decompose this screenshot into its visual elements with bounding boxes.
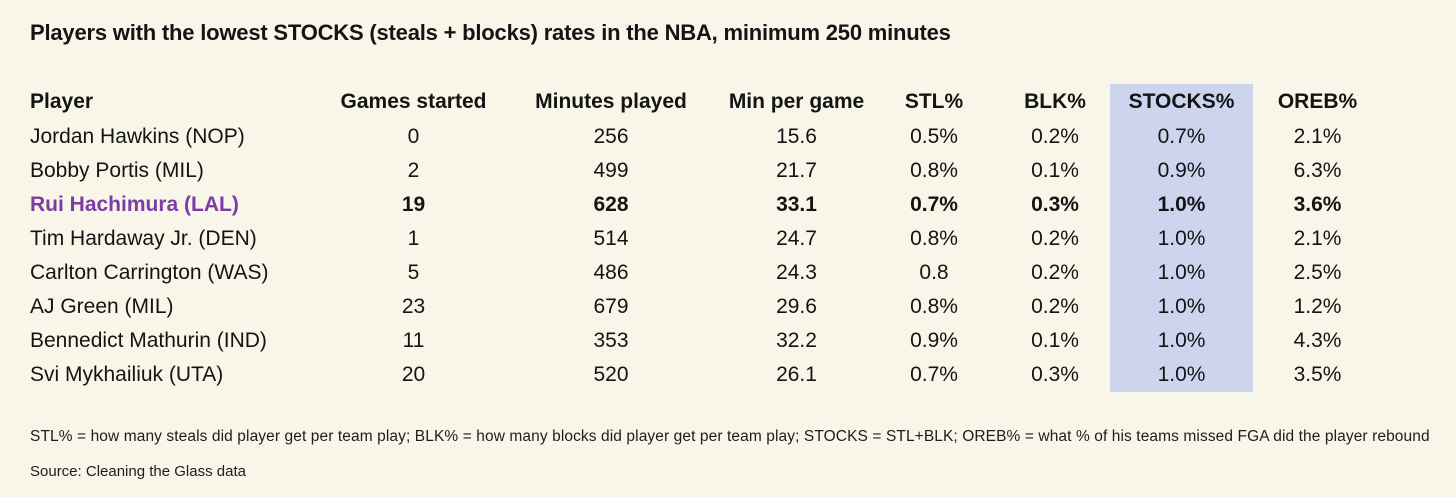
stocks-pct-value: 0.9% (1110, 154, 1253, 188)
blk-pct-value: 0.2% (1031, 227, 1079, 250)
min-per-game-value: 24.7 (776, 227, 817, 250)
col-header-stocks-pct: STOCKS% (1110, 84, 1253, 120)
oreb-pct-value: 1.2% (1293, 295, 1342, 318)
min-per-game-value: 29.6 (776, 295, 817, 318)
oreb-pct-value: 4.3% (1293, 329, 1342, 352)
stl-pct-value: 0.9% (910, 329, 958, 352)
chart-title: Players with the lowest STOCKS (steals +… (30, 20, 951, 45)
blk-pct-value: 0.3% (1031, 193, 1079, 216)
col-header-min-per-game: Min per game (728, 90, 865, 113)
minutes-played-value: 353 (593, 329, 629, 352)
blk-pct-value: 0.3% (1031, 363, 1079, 386)
col-header-oreb-pct: OREB% (1277, 90, 1358, 113)
table-row: Carlton Carrington (WAS) 5 486 24.3 0.8 … (0, 256, 1382, 290)
minutes-played-value: 486 (593, 261, 629, 284)
min-per-game-value: 21.7 (776, 159, 817, 182)
col-header-minutes-played: Minutes played (535, 90, 687, 113)
games-started-value: 20 (401, 363, 426, 386)
col-header-blk-pct: BLK% (1024, 90, 1086, 113)
stl-pct-value: 0.8% (910, 159, 958, 182)
oreb-pct-value: 2.1% (1293, 125, 1342, 148)
player-name: Rui Hachimura (LAL) (30, 193, 239, 216)
blk-pct-value: 0.2% (1031, 125, 1079, 148)
games-started-value: 11 (402, 329, 425, 352)
minutes-played-value: 679 (593, 295, 629, 318)
stocks-pct-value: 1.0% (1110, 290, 1253, 324)
oreb-pct-value: 6.3% (1293, 159, 1342, 182)
stocks-pct-value: 1.0% (1110, 188, 1253, 222)
blk-pct-value: 0.2% (1031, 261, 1079, 284)
games-started-value: 2 (407, 159, 420, 182)
stl-pct-value: 0.7% (910, 193, 958, 216)
min-per-game-value: 32.2 (776, 329, 817, 352)
source-note: Source: Cleaning the Glass data (30, 463, 246, 480)
blk-pct-value: 0.2% (1031, 295, 1079, 318)
min-per-game-value: 15.6 (776, 125, 817, 148)
table-row: Bennedict Mathurin (IND) 11 353 32.2 0.9… (0, 324, 1382, 358)
games-started-value: 1 (407, 227, 420, 250)
stl-pct-value: 0.5% (910, 125, 958, 148)
stats-table: Player Games started Minutes played Min … (0, 84, 1382, 392)
minutes-played-value: 514 (593, 227, 629, 250)
oreb-pct-value: 3.6% (1293, 193, 1342, 216)
stocks-pct-value: 1.0% (1110, 256, 1253, 290)
table-row: Jordan Hawkins (NOP) 0 256 15.6 0.5% 0.2… (0, 120, 1382, 154)
footnote-definitions: STL% = how many steals did player get pe… (30, 428, 1430, 445)
minutes-played-value: 520 (593, 363, 629, 386)
oreb-pct-value: 2.5% (1293, 261, 1342, 284)
table-header-row: Player Games started Minutes played Min … (0, 84, 1382, 120)
minutes-played-value: 256 (593, 125, 629, 148)
player-name: Bennedict Mathurin (IND) (30, 329, 267, 352)
stocks-pct-value: 1.0% (1110, 324, 1253, 358)
games-started-value: 0 (407, 125, 420, 148)
player-name: Bobby Portis (MIL) (30, 159, 204, 182)
blk-pct-value: 0.1% (1031, 329, 1079, 352)
col-header-stl-pct: STL% (904, 90, 964, 113)
stl-pct-value: 0.8% (910, 295, 958, 318)
stl-pct-value: 0.8% (910, 227, 958, 250)
stl-pct-value: 0.7% (910, 363, 958, 386)
col-header-player: Player (30, 90, 94, 113)
oreb-pct-value: 2.1% (1293, 227, 1342, 250)
minutes-played-value: 499 (593, 159, 629, 182)
table-row: Tim Hardaway Jr. (DEN) 1 514 24.7 0.8% 0… (0, 222, 1382, 256)
games-started-value: 5 (407, 261, 420, 284)
player-name: Tim Hardaway Jr. (DEN) (30, 227, 257, 250)
table-row: Svi Mykhailiuk (UTA) 20 520 26.1 0.7% 0.… (0, 358, 1382, 392)
min-per-game-value: 24.3 (776, 261, 817, 284)
player-name: Carlton Carrington (WAS) (30, 261, 269, 284)
player-name: Svi Mykhailiuk (UTA) (30, 363, 224, 386)
games-started-value: 23 (401, 295, 426, 318)
col-header-games-started: Games started (340, 90, 487, 113)
table-row: Bobby Portis (MIL) 2 499 21.7 0.8% 0.1% … (0, 154, 1382, 188)
stocks-pct-value: 1.0% (1110, 222, 1253, 256)
min-per-game-value: 26.1 (776, 363, 817, 386)
table-row-highlighted: Rui Hachimura (LAL) 19 628 33.1 0.7% 0.3… (0, 188, 1382, 222)
stocks-pct-value: 0.7% (1110, 120, 1253, 154)
blk-pct-value: 0.1% (1031, 159, 1079, 182)
games-started-value: 19 (401, 193, 426, 216)
stl-pct-value: 0.8 (919, 261, 949, 284)
oreb-pct-value: 3.5% (1293, 363, 1342, 386)
player-name: AJ Green (MIL) (30, 295, 174, 318)
stocks-pct-value: 1.0% (1110, 358, 1253, 392)
min-per-game-value: 33.1 (776, 193, 817, 216)
player-name: Jordan Hawkins (NOP) (30, 125, 245, 148)
table-row: AJ Green (MIL) 23 679 29.6 0.8% 0.2% 1.0… (0, 290, 1382, 324)
minutes-played-value: 628 (593, 193, 629, 216)
